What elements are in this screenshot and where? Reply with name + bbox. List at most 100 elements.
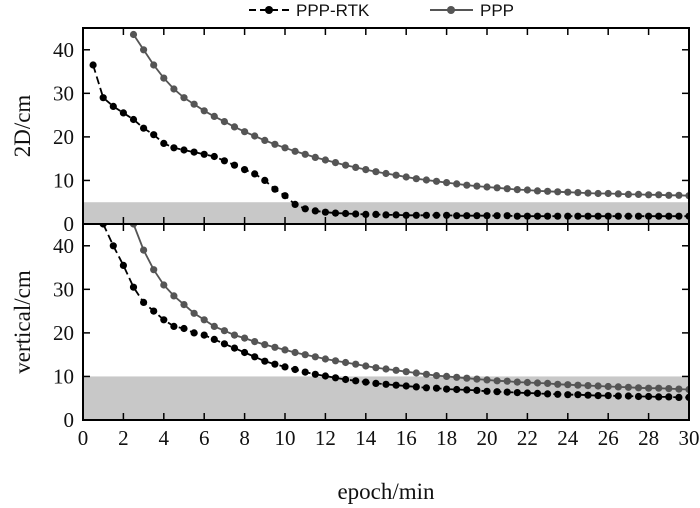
point-ppp-2d <box>604 189 612 198</box>
point-ppp-rtk-vertical <box>453 385 461 394</box>
y-tick-label-2d: 0 <box>64 212 75 236</box>
point-ppp-2d <box>523 186 532 194</box>
point-ppp-vertical <box>311 353 319 361</box>
point-ppp-rtk-2d <box>180 146 188 154</box>
point-ppp-vertical <box>432 372 441 380</box>
point-ppp-rtk-2d <box>220 157 228 165</box>
point-ppp-2d <box>594 189 602 198</box>
point-ppp-2d <box>281 144 289 152</box>
point-ppp-rtk-2d <box>372 210 380 218</box>
point-ppp-2d <box>170 85 178 93</box>
point-ppp-2d <box>493 184 501 192</box>
point-ppp-rtk-2d <box>210 152 218 161</box>
point-ppp-2d <box>453 180 461 188</box>
point-ppp-vertical <box>523 378 532 387</box>
point-ppp-rtk-vertical <box>261 357 269 365</box>
point-ppp-2d <box>402 173 410 181</box>
point-ppp-rtk-vertical <box>362 378 370 386</box>
point-ppp-vertical <box>604 382 612 391</box>
point-ppp-rtk-vertical <box>634 392 643 401</box>
point-ppp-rtk-vertical <box>432 384 441 392</box>
panel-2d: 0 10 20 30 40 2D/cm <box>10 27 690 236</box>
point-ppp-rtk-2d <box>493 212 501 220</box>
point-ppp-vertical <box>392 366 400 374</box>
point-ppp-2d <box>554 188 562 196</box>
point-ppp-2d <box>261 136 269 144</box>
point-ppp-rtk-2d <box>271 185 279 193</box>
point-ppp-rtk-vertical <box>513 389 521 397</box>
point-ppp-2d <box>634 190 643 198</box>
x-tick-label: 18 <box>436 426 457 450</box>
point-ppp-rtk-vertical <box>140 298 148 306</box>
point-ppp-rtk-vertical <box>614 392 622 400</box>
x-tick-label: 20 <box>477 426 498 450</box>
point-ppp-rtk-2d <box>200 150 208 158</box>
point-ppp-rtk-2d <box>352 210 360 218</box>
point-ppp-rtk-2d <box>170 144 178 152</box>
point-ppp-rtk-vertical <box>624 392 633 400</box>
point-ppp-2d <box>584 189 592 197</box>
point-ppp-rtk-vertical <box>493 388 501 396</box>
point-ppp-vertical <box>503 377 511 385</box>
point-ppp-vertical <box>331 357 340 365</box>
point-ppp-rtk-vertical <box>473 386 481 394</box>
point-ppp-rtk-2d <box>140 124 148 132</box>
series-group-2d <box>89 30 689 220</box>
point-ppp-rtk-vertical <box>533 389 542 397</box>
legend-ppp-label: PPP <box>480 1 514 20</box>
y-tick-label-vertical: 20 <box>53 321 74 345</box>
x-tick-label: 6 <box>199 426 210 450</box>
point-ppp-rtk-2d <box>119 109 127 117</box>
point-ppp-rtk-2d <box>614 212 622 220</box>
point-ppp-rtk-vertical <box>655 393 663 401</box>
point-ppp-rtk-2d <box>655 212 663 220</box>
point-ppp-vertical <box>301 351 309 359</box>
point-ppp-vertical <box>533 379 542 387</box>
point-ppp-vertical <box>584 382 592 390</box>
x-ticks: 0 2 4 6 8 10 12 14 16 18 20 22 24 26 28 30 <box>78 28 700 450</box>
point-ppp-rtk-vertical <box>180 324 188 333</box>
point-ppp-2d <box>362 166 370 174</box>
point-ppp-vertical <box>614 383 622 391</box>
point-ppp-rtk-2d <box>291 200 299 208</box>
point-ppp-rtk-2d <box>150 131 158 139</box>
x-tick-label: 30 <box>679 426 700 450</box>
point-ppp-vertical <box>150 266 158 274</box>
point-ppp-2d <box>352 163 360 171</box>
point-ppp-vertical <box>241 334 249 342</box>
point-ppp-2d <box>129 30 138 39</box>
point-ppp-vertical <box>554 380 562 388</box>
point-ppp-rtk-vertical <box>675 393 683 401</box>
point-ppp-rtk-vertical <box>291 365 299 374</box>
point-ppp-rtk-vertical <box>352 377 360 385</box>
point-ppp-rtk-vertical <box>574 391 582 399</box>
point-ppp-2d <box>150 61 158 69</box>
point-ppp-2d <box>382 169 390 178</box>
point-ppp-vertical <box>564 381 572 389</box>
x-tick-label: 2 <box>118 426 129 450</box>
x-tick-label: 0 <box>78 426 89 450</box>
point-ppp-rtk-2d <box>109 102 117 110</box>
point-ppp-rtk-vertical <box>342 375 350 384</box>
point-ppp-rtk-vertical <box>271 360 279 368</box>
point-ppp-vertical <box>220 327 228 335</box>
point-ppp-2d <box>675 191 683 199</box>
point-ppp-2d <box>200 107 208 115</box>
point-ppp-2d <box>372 168 380 176</box>
point-ppp-vertical <box>483 376 491 384</box>
point-ppp-rtk-vertical <box>372 379 380 387</box>
point-ppp-2d <box>241 128 249 136</box>
point-ppp-rtk-vertical <box>645 392 653 401</box>
point-ppp-rtk-2d <box>544 212 552 220</box>
point-ppp-2d <box>483 183 491 191</box>
point-ppp-rtk-2d <box>645 212 653 220</box>
point-ppp-vertical <box>140 246 148 254</box>
point-ppp-rtk-vertical <box>554 390 562 398</box>
point-ppp-rtk-2d <box>362 210 370 218</box>
point-ppp-vertical <box>574 381 582 389</box>
point-ppp-vertical <box>251 338 259 346</box>
point-ppp-2d <box>230 123 239 131</box>
point-ppp-vertical <box>634 384 643 392</box>
point-ppp-rtk-vertical <box>220 340 228 348</box>
point-ppp-vertical <box>453 373 461 381</box>
